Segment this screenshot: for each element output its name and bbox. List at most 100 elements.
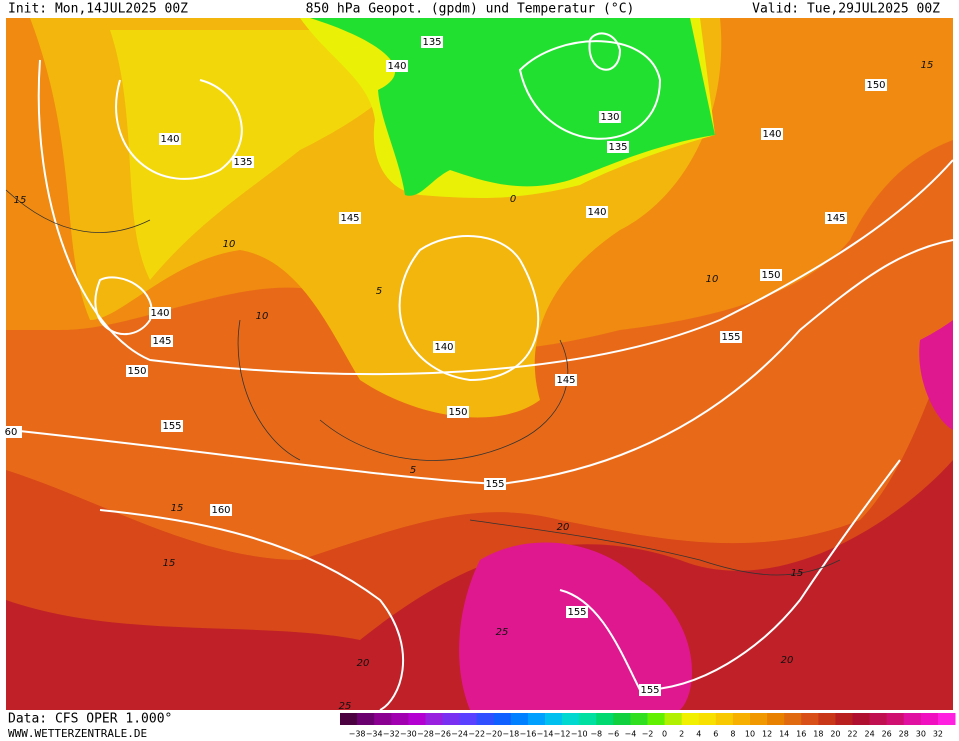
- legend-label: 14: [779, 730, 789, 739]
- legend-label: 20: [830, 730, 840, 739]
- temperature-label: 15: [921, 60, 934, 71]
- geopotential-contours: [9, 32, 954, 711]
- legend-swatch: [698, 713, 717, 725]
- temperature-label: 0: [510, 194, 516, 205]
- label-box: [161, 420, 183, 432]
- temperature-label: 20: [557, 522, 570, 533]
- label-box: [0, 426, 22, 438]
- legend-label: −38: [349, 730, 366, 739]
- geopotential-label: 140: [762, 129, 781, 140]
- legend-swatch: [647, 713, 666, 725]
- geopotential-label: 155: [640, 685, 659, 696]
- temperature-field: [6, 18, 953, 710]
- legend-swatch: [425, 713, 443, 725]
- legend-swatch: [340, 713, 358, 725]
- legend-label: 12: [762, 730, 772, 739]
- geopotential-label: 135: [608, 142, 627, 153]
- geopotential-label: 130: [600, 112, 619, 123]
- legend-swatch: [545, 713, 563, 725]
- geopotential-label: 140: [387, 61, 406, 72]
- label-box: [825, 212, 847, 224]
- legend-swatch: [801, 713, 819, 725]
- label-box: [555, 374, 577, 386]
- temperature-label: 15: [163, 558, 176, 569]
- legend-swatch: [442, 713, 461, 725]
- legend-label: −34: [366, 730, 383, 739]
- legend-label: −32: [383, 730, 400, 739]
- geopotential-label-group: 1351401301351401351451401501401451501551…: [0, 36, 887, 696]
- geopotential-label: 145: [152, 336, 171, 347]
- init-text: Init: Mon,14JUL2025 00Z: [8, 2, 188, 17]
- geopotential-label: 150: [127, 366, 146, 377]
- label-box: [151, 335, 173, 347]
- label-box: [149, 307, 171, 319]
- legend-label: 6: [713, 730, 718, 739]
- legend-label: 2: [679, 730, 684, 739]
- legend-swatch: [391, 713, 409, 725]
- legend-label: −12: [554, 730, 571, 739]
- label-box: [339, 212, 361, 224]
- geopotential-label: 150: [866, 80, 885, 91]
- legend-label: 16: [796, 730, 806, 739]
- temperature-label: 20: [357, 658, 370, 669]
- geopotential-label: 155: [162, 421, 181, 432]
- legend-label: 8: [730, 730, 735, 739]
- site-name: WWW.WETTERZENTRALE.DE: [8, 727, 147, 740]
- legend-label: −26: [434, 730, 451, 739]
- field-cool: [110, 30, 430, 280]
- label-box: [720, 331, 742, 343]
- label-box: [433, 341, 455, 353]
- temperature-label: 10: [223, 239, 236, 250]
- legend-label: 32: [933, 730, 943, 739]
- label-box: [607, 141, 629, 153]
- legend-swatch: [937, 713, 956, 725]
- label-box: [566, 606, 588, 618]
- title-text: 850 hPa Geopot. (gpdm) und Temperatur (°…: [306, 2, 635, 17]
- valid-text: Valid: Tue,29JUL2025 00Z: [752, 2, 940, 17]
- legend-label: −18: [502, 730, 519, 739]
- label-box: [586, 206, 608, 218]
- label-box: [447, 406, 469, 418]
- legend-label: −10: [571, 730, 588, 739]
- temperature-label: 10: [706, 274, 719, 285]
- label-box: [421, 36, 443, 48]
- legend-label: −14: [537, 730, 554, 739]
- legend-label: −8: [590, 730, 602, 739]
- legend-swatch: [374, 713, 392, 725]
- legend-swatch: [835, 713, 853, 725]
- legend-swatch: [493, 713, 512, 725]
- geopotential-label: 140: [434, 342, 453, 353]
- legend-label: 28: [899, 730, 909, 739]
- color-legend: −38 −34 −32 −30 −28 −26 −24 −22 −20 −18 −16 −14 −12−…: [340, 713, 956, 739]
- label-box: [865, 79, 887, 91]
- legend-label: 4: [696, 730, 701, 739]
- label-box: [159, 133, 181, 145]
- label-box: [639, 684, 661, 696]
- temperature-label: 25: [496, 627, 509, 638]
- geopotential-label: 150: [448, 407, 467, 418]
- legend-label: −28: [417, 730, 434, 739]
- geopotential-label: 155: [567, 607, 586, 618]
- data-source: Data: CFS OPER 1.000°: [8, 712, 172, 727]
- legend-swatch: [459, 713, 478, 725]
- legend-swatch: [596, 713, 614, 725]
- legend-swatch: [732, 713, 751, 725]
- legend-label: 0: [662, 730, 667, 739]
- legend-swatch: [357, 713, 375, 725]
- legend-label: 26: [882, 730, 892, 739]
- temperature-label: 10: [256, 311, 269, 322]
- geopotential-label: 140: [587, 207, 606, 218]
- legend-label: −2: [642, 730, 654, 739]
- temperature-label: 25: [339, 701, 352, 712]
- temperature-label: 5: [376, 286, 382, 297]
- geopotential-label: 135: [233, 157, 252, 168]
- legend-swatch: [920, 713, 939, 725]
- geopotential-label: 145: [556, 375, 575, 386]
- legend-swatch: [715, 713, 734, 725]
- label-box: [126, 365, 148, 377]
- legend-swatch: [818, 713, 836, 725]
- field-hottest: [459, 542, 692, 710]
- geopotential-label: 150: [761, 270, 780, 281]
